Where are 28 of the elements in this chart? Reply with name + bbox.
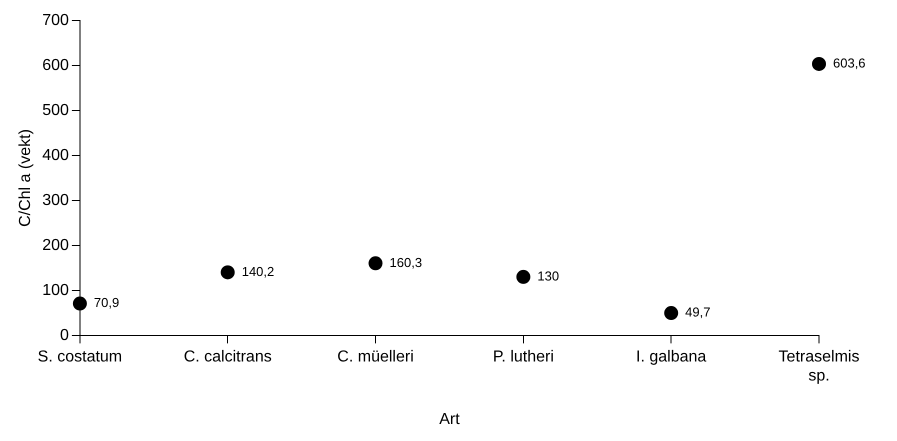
- point: [516, 270, 530, 284]
- data-label: 603,6: [833, 56, 866, 71]
- y-tick-label: 100: [42, 282, 69, 299]
- x-tick-label: Tetraselmis sp.: [778, 348, 860, 385]
- y-axis-title: C/Chl a (vekt): [17, 129, 34, 227]
- x-tick-label: C. calcitrans: [184, 348, 272, 366]
- y-tick-label: 700: [42, 12, 69, 30]
- y-tick-label: 300: [42, 192, 69, 209]
- x-tick-label: C. müelleri: [337, 348, 414, 366]
- point: [664, 306, 678, 320]
- point: [220, 265, 235, 280]
- x-tick-label: S. costatum: [38, 348, 122, 366]
- data-label: 49,7: [685, 304, 710, 320]
- y-tick-label: 400: [42, 146, 69, 164]
- x-axis-title: Art: [439, 410, 460, 428]
- y-tick-label: 0: [60, 326, 69, 344]
- y-tick-label: 600: [42, 56, 69, 74]
- x-tick-label: I. galbana: [636, 348, 706, 366]
- point: [812, 56, 826, 71]
- data-label: 70,9: [94, 295, 120, 310]
- y-tick-label: 200: [42, 236, 69, 254]
- y-tick-label: 500: [42, 102, 69, 119]
- point: [72, 296, 87, 311]
- data-label: 140,2: [242, 264, 274, 279]
- x-tick-label: P. lutheri: [492, 348, 554, 366]
- point: [368, 256, 383, 270]
- data-label: 160,3: [390, 254, 422, 270]
- data-label: 130: [537, 268, 560, 284]
